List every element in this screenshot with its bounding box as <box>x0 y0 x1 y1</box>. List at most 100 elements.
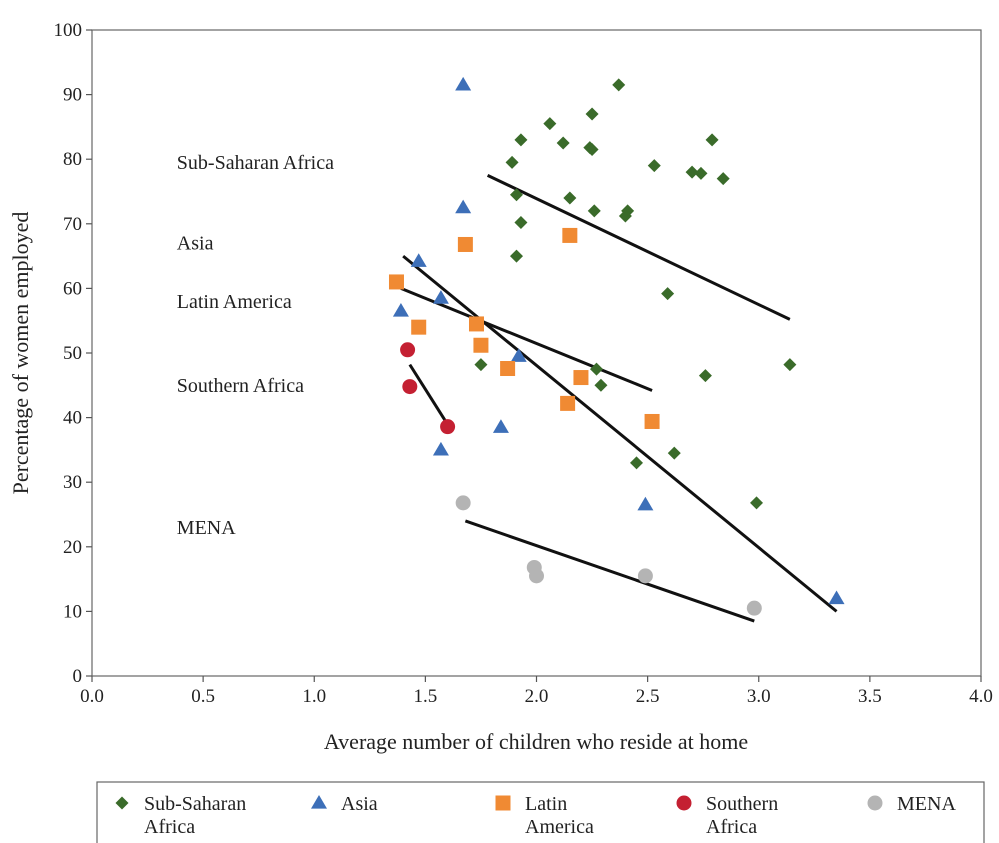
y-tick-label: 30 <box>63 472 82 493</box>
annotation-label: Asia <box>177 233 214 255</box>
data-points <box>388 76 845 616</box>
x-tick-label: 4.0 <box>969 686 993 707</box>
point-asia <box>392 303 409 317</box>
point-latin-america <box>473 337 489 353</box>
point-latin-america <box>644 413 660 429</box>
point-asia <box>455 76 472 91</box>
legend-marker-asia <box>311 795 327 809</box>
point-latin-america <box>468 316 484 332</box>
x-axis-title: Average number of children who reside at… <box>324 729 748 754</box>
trend-line-sub-saharan-africa <box>486 173 791 321</box>
point-latin-america <box>457 236 473 252</box>
x-axis-ticks: 0.0 0.5 1.0 1.5 2.0 2.5 3.0 3.5 4.0 <box>80 676 993 707</box>
point-mena <box>637 568 653 584</box>
point-sub-saharan-africa <box>514 216 528 230</box>
point-sub-saharan-africa <box>612 78 626 92</box>
trend-line-asia <box>402 254 838 613</box>
point-sub-saharan-africa <box>705 133 719 147</box>
y-tick-label: 90 <box>63 85 82 106</box>
legend-label: Asia <box>341 793 378 815</box>
point-asia <box>432 441 449 456</box>
point-mena <box>455 495 471 511</box>
point-southern-africa <box>400 342 416 358</box>
legend-marker-sub-saharan-africa <box>115 796 129 810</box>
point-mena <box>529 568 544 584</box>
point-sub-saharan-africa <box>630 456 644 470</box>
x-tick-label: 3.0 <box>747 686 771 707</box>
y-tick-label: 50 <box>63 343 82 364</box>
point-sub-saharan-africa <box>590 362 604 376</box>
trend-line-mena <box>464 519 755 623</box>
point-latin-america <box>388 274 404 290</box>
legend-label: Africa <box>144 816 195 838</box>
trend-line-southern-africa <box>408 363 452 429</box>
legend-label: Africa <box>706 816 757 838</box>
y-axis-ticks: 0 10 20 30 40 50 60 70 80 90 100 <box>54 20 92 687</box>
point-sub-saharan-africa <box>587 204 601 218</box>
point-latin-america <box>500 361 516 377</box>
point-sub-saharan-africa <box>661 287 675 301</box>
x-tick-label: 0.0 <box>80 686 104 707</box>
point-asia <box>455 199 472 214</box>
point-sub-saharan-africa <box>509 249 523 263</box>
point-sub-saharan-africa <box>474 358 488 372</box>
x-tick-label: 2.0 <box>525 686 549 707</box>
point-sub-saharan-africa <box>509 188 523 202</box>
point-sub-saharan-africa <box>585 107 599 121</box>
point-mena <box>746 600 762 616</box>
point-sub-saharan-africa <box>647 159 661 173</box>
y-tick-label: 10 <box>63 601 82 622</box>
y-axis-title: Percentage of women employed <box>8 212 33 495</box>
point-sub-saharan-africa <box>750 496 764 510</box>
trend-line-latin-america <box>400 287 653 392</box>
point-asia <box>828 590 845 605</box>
annotation-label: MENA <box>177 517 236 539</box>
point-latin-america <box>573 370 589 386</box>
point-sub-saharan-africa <box>514 133 528 147</box>
legend-label: America <box>525 816 594 838</box>
x-tick-label: 1.5 <box>414 686 438 707</box>
point-sub-saharan-africa <box>716 172 730 186</box>
point-asia <box>410 253 427 267</box>
legend-box <box>96 781 985 843</box>
point-sub-saharan-africa <box>505 155 519 169</box>
legend-marker-mena <box>867 795 883 811</box>
y-tick-label: 70 <box>63 214 82 235</box>
y-tick-label: 0 <box>73 666 83 687</box>
point-sub-saharan-africa <box>563 191 577 205</box>
point-latin-america <box>560 395 576 411</box>
legend-label: MENA <box>897 793 956 815</box>
legend-item-mena: MENA <box>867 793 956 815</box>
legend-item-asia: Asia <box>311 793 378 815</box>
point-sub-saharan-africa <box>694 166 708 180</box>
point-asia <box>492 419 509 433</box>
point-asia <box>510 348 527 362</box>
point-sub-saharan-africa <box>685 165 699 179</box>
point-sub-saharan-africa <box>556 136 570 150</box>
region-annotations: Sub-Saharan Africa Asia Latin America South… <box>177 152 334 539</box>
annotation-label: Sub-Saharan Africa <box>177 152 334 174</box>
trend-lines <box>400 173 838 623</box>
point-asia <box>637 496 654 511</box>
legend-label: Latin <box>525 793 567 815</box>
point-sub-saharan-africa <box>594 378 608 392</box>
point-sub-saharan-africa <box>618 209 632 223</box>
y-tick-label: 60 <box>63 278 82 299</box>
point-southern-africa <box>440 419 456 435</box>
legend-label: Sub-Saharan <box>144 793 246 815</box>
point-latin-america <box>411 319 427 335</box>
legend-marker-latin-america <box>495 795 511 811</box>
point-sub-saharan-africa <box>543 117 557 131</box>
y-tick-label: 80 <box>63 149 82 170</box>
point-southern-africa <box>402 379 418 395</box>
x-tick-label: 0.5 <box>191 686 215 707</box>
annotation-label: Southern Africa <box>177 375 304 397</box>
x-tick-label: 2.5 <box>636 686 660 707</box>
point-sub-saharan-africa <box>698 369 712 383</box>
point-asia <box>432 290 449 304</box>
legend-label: Southern <box>706 793 778 815</box>
